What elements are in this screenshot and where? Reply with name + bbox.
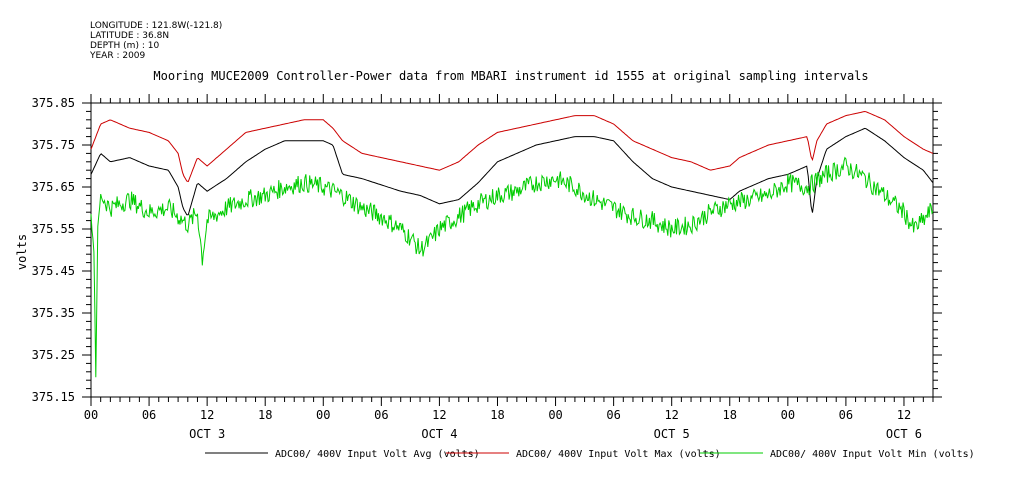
x-tick-label: 18 xyxy=(723,408,737,422)
x-tick-label: 12 xyxy=(432,408,446,422)
x-tick-label: 06 xyxy=(374,408,388,422)
day-label: OCT 5 xyxy=(654,427,690,441)
series-line xyxy=(90,110,934,183)
legend-label: ADC00/ 400V Input Volt Min (volts) xyxy=(770,449,975,460)
legend-label: ADC00/ 400V Input Volt Avg (volts) xyxy=(275,449,480,460)
x-tick-label: 18 xyxy=(490,408,504,422)
y-tick-label: 375.65 xyxy=(32,180,75,194)
legend: ADC00/ 400V Input Volt Avg (volts) ADC00/… xyxy=(205,449,975,460)
series-line xyxy=(90,127,934,216)
latitude-text: LATITUDE : 36.8N xyxy=(90,31,170,41)
y-axis-label: volts xyxy=(15,234,29,270)
longitude-text: LONGITUDE : 121.8W(-121.8) xyxy=(90,21,223,31)
plot-frame xyxy=(90,102,934,398)
y-tick-label: 375.35 xyxy=(32,306,75,320)
metadata-block: LONGITUDE : 121.8W(-121.8) LATITUDE : 36… xyxy=(90,21,222,61)
y-tick-label: 375.45 xyxy=(32,264,75,278)
day-label: OCT 6 xyxy=(886,427,922,441)
chart-title: Mooring MUCE2009 Controller-Power data f… xyxy=(153,69,868,83)
day-labels: OCT 3 OCT 4 OCT 5 OCT 6 xyxy=(189,427,922,441)
x-tick-label: 00 xyxy=(316,408,330,422)
series-line xyxy=(90,156,934,378)
x-tick-label: 12 xyxy=(200,408,214,422)
y-tick-label: 375.85 xyxy=(32,96,75,110)
ticks-layer xyxy=(82,94,942,406)
x-tick-label: 12 xyxy=(897,408,911,422)
series-layer xyxy=(90,110,934,378)
day-label: OCT 3 xyxy=(189,427,225,441)
depth-text: DEPTH (m) : 10 xyxy=(90,41,160,51)
legend-label: ADC00/ 400V Input Volt Max (volts) xyxy=(516,449,721,460)
x-tick-label: 12 xyxy=(664,408,678,422)
x-tick-labels: 00 06 12 18 00 06 12 18 00 06 12 18 00 06 12 xyxy=(84,408,911,422)
x-tick-label: 00 xyxy=(548,408,562,422)
x-tick-label: 00 xyxy=(781,408,795,422)
y-tick-label: 375.25 xyxy=(32,348,75,362)
y-tick-label: 375.75 xyxy=(32,138,75,152)
x-tick-label: 06 xyxy=(839,408,853,422)
x-tick-label: 18 xyxy=(258,408,272,422)
x-tick-label: 00 xyxy=(84,408,98,422)
y-tick-label: 375.15 xyxy=(32,390,75,404)
x-tick-label: 06 xyxy=(142,408,156,422)
y-tick-label: 375.55 xyxy=(32,222,75,236)
year-text: YEAR : 2009 xyxy=(90,51,146,61)
x-tick-label: 06 xyxy=(606,408,620,422)
day-label: OCT 4 xyxy=(421,427,457,441)
y-tick-labels: 375.85 375.75 375.65 375.55 375.45 375.35 375.… xyxy=(32,96,75,404)
